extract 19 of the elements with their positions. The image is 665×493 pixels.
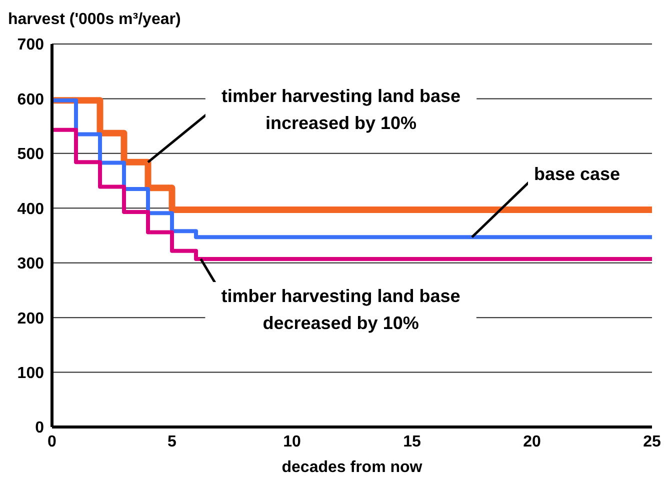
y-tick-label: 500: [17, 146, 44, 164]
annotation: timber harvesting land base decreased by 10%: [221, 286, 460, 334]
x-tick-label: 25: [643, 433, 661, 450]
y-tick-label: 0: [35, 420, 44, 437]
x-tick-label: 10: [283, 433, 301, 450]
y-axis-title: harvest ('000s m³/year): [8, 11, 181, 28]
x-tick-label: 5: [168, 433, 177, 450]
x-tick-label: 15: [403, 433, 421, 450]
y-tick-label: 300: [17, 256, 44, 273]
y-tick-label: 700: [17, 36, 44, 54]
y-tick-label: 100: [17, 364, 44, 382]
x-axis-title: decades from now: [282, 459, 423, 476]
annotation: timber harvesting land base increased by 10%: [221, 86, 461, 134]
x-tick-label: 0: [48, 433, 57, 450]
y-tick-label: 400: [17, 200, 44, 218]
y-tick-label: 600: [17, 91, 44, 108]
x-tick-label: 20: [523, 433, 541, 450]
y-tick-label: 200: [17, 310, 44, 328]
annotation: base case: [534, 164, 620, 184]
